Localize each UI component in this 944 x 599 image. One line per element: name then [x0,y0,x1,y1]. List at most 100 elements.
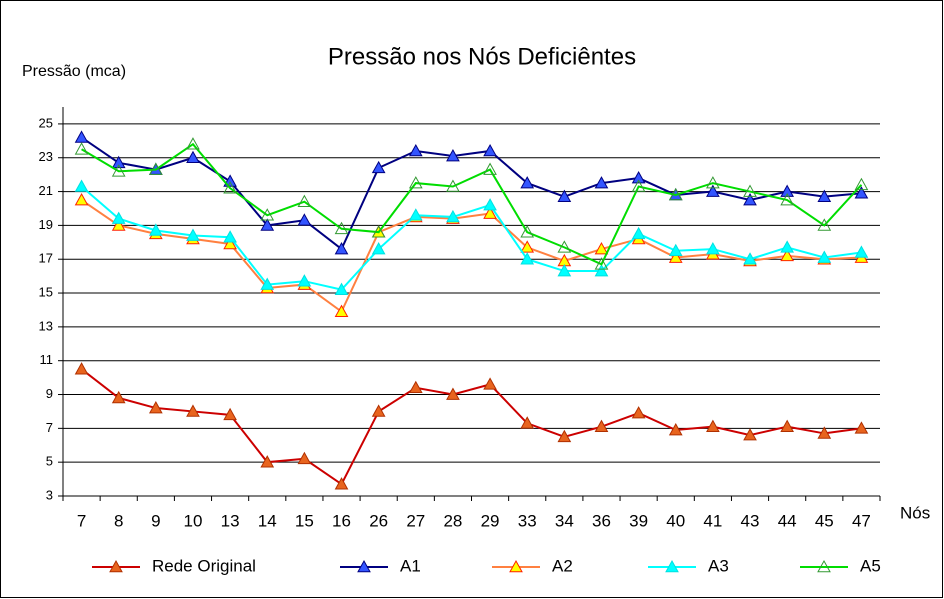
data-marker [297,451,312,465]
data-marker [408,380,423,394]
data-marker [557,264,572,277]
x-tick-label: 14 [258,511,277,530]
data-marker [334,477,349,490]
data-marker [520,416,535,429]
data-marker [780,248,795,262]
x-tick-label: 7 [77,511,86,530]
data-marker [631,171,646,184]
legend-marker [357,559,371,573]
x-tick-label: 16 [332,511,351,530]
series-line [80,368,862,486]
legend-label: A2 [552,556,573,575]
x-tick-label: 27 [406,511,425,530]
data-marker [631,179,646,192]
x-tick-label: 29 [481,511,500,530]
series-line [80,185,862,291]
x-tick-label: 26 [369,511,388,530]
data-marker [706,184,720,197]
data-marker [371,160,386,174]
x-tick-label: 41 [703,511,722,530]
data-marker [148,223,163,236]
data-marker [854,177,869,191]
data-marker [446,179,460,192]
data-marker [520,252,535,265]
chart-title: Pressão nos Nós Deficiêntes [328,43,636,70]
x-axis-label: Nós [900,503,930,522]
data-marker [780,419,795,432]
data-marker [743,428,757,441]
data-marker [743,192,757,206]
data-marker [223,181,237,194]
data-marker [483,206,497,219]
data-marker [706,419,720,432]
y-tick-label: 7 [46,420,53,435]
data-marker [74,179,89,192]
y-tick-label: 23 [39,149,53,164]
data-marker [186,228,200,241]
data-marker [111,211,126,224]
data-marker [148,162,163,175]
y-tick-label: 5 [46,454,53,469]
data-marker [446,149,460,162]
data-marker [631,226,646,240]
legend-marker [509,559,523,573]
data-marker [371,225,386,238]
data-marker [260,218,275,231]
y-axis-label: Pressão (mca) [22,63,126,80]
data-marker [854,186,869,199]
data-marker [483,377,497,390]
data-marker [854,245,869,258]
data-marker [483,198,497,211]
data-marker [334,304,349,317]
data-marker [668,243,683,257]
data-marker [334,242,349,255]
data-marker [334,282,349,295]
x-tick-label: 9 [151,511,160,530]
data-marker [668,250,683,263]
data-marker [260,455,275,468]
data-marker [74,362,89,375]
y-tick-label: 19 [39,217,53,232]
data-marker [223,407,237,421]
data-marker [631,406,646,419]
data-marker [594,419,609,432]
legend-marker [109,559,123,573]
data-marker [260,208,275,221]
data-marker [186,150,200,164]
data-marker [223,230,237,243]
data-marker [743,252,757,265]
data-marker [297,213,312,226]
legend-label: Rede Original [152,556,256,575]
x-tick-label: 40 [666,511,685,530]
x-tick-label: 43 [741,511,760,530]
legend-marker [665,559,679,573]
x-tick-label: 45 [815,511,834,530]
y-tick-label: 25 [39,115,53,130]
legend-label: A3 [708,556,729,575]
data-marker [111,164,126,177]
x-tick-label: 28 [443,511,462,530]
y-tick-label: 15 [39,284,53,299]
data-marker [408,208,423,221]
data-marker [780,240,795,253]
data-marker [334,221,349,235]
data-marker [74,192,89,206]
x-tick-label: 36 [592,511,611,530]
data-marker [668,423,683,436]
data-marker [780,192,795,206]
data-marker [743,184,757,197]
x-tick-label: 44 [778,511,797,530]
data-marker [520,240,535,253]
data-marker [557,189,572,202]
x-tick-label: 8 [114,511,123,530]
legend-label: A5 [860,556,881,575]
x-tick-label: 34 [555,511,574,530]
y-tick-label: 9 [46,386,53,401]
series-line [81,136,862,251]
y-tick-label: 13 [39,318,53,333]
data-marker [408,143,423,157]
data-marker [297,194,312,208]
